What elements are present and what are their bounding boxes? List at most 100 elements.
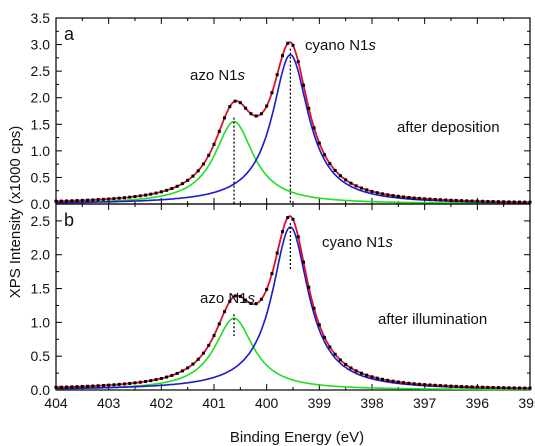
data-point (486, 199, 490, 203)
data-point (54, 199, 58, 203)
data-point (523, 386, 527, 390)
cyano-peak-label: cyano N1s (322, 234, 393, 251)
data-point (423, 197, 427, 201)
data-point (391, 379, 395, 383)
data-point (238, 294, 242, 298)
data-point (228, 299, 232, 303)
data-point (65, 385, 69, 389)
data-point (365, 373, 369, 377)
data-point (159, 376, 163, 380)
data-point (122, 196, 126, 200)
data-point (507, 386, 511, 390)
data-point (201, 162, 205, 166)
data-point (465, 199, 469, 203)
y-tick-label: 0.5 (31, 348, 51, 364)
data-point (312, 306, 316, 310)
data-point (412, 196, 416, 200)
data-point (402, 381, 406, 385)
data-point (265, 287, 269, 291)
data-point (296, 60, 300, 64)
data-point (244, 106, 248, 110)
data-point (517, 386, 521, 390)
data-point (254, 114, 258, 118)
data-point (528, 200, 532, 204)
data-point (528, 386, 532, 390)
data-point (217, 322, 221, 326)
data-point (317, 141, 321, 145)
panel-a: 0.0 0.5 1.0 1.5 2.0 2.5 3.0 3.5 a azo N1s cyano N1… (31, 10, 532, 212)
data-point (386, 378, 390, 382)
data-point (159, 190, 163, 194)
data-point (475, 199, 479, 203)
panel-b: 404 403 402 401 400 399 398 397 396 395 0.0 0.5 1.0 1… (31, 203, 535, 411)
data-point (517, 200, 521, 204)
data-point (149, 379, 153, 383)
data-point (502, 386, 506, 390)
data-point (149, 192, 153, 196)
data-point (460, 199, 464, 203)
data-point (201, 351, 205, 355)
y-tick-label: 1.5 (31, 281, 51, 297)
data-point (91, 198, 95, 202)
y-tick-label: 0.0 (31, 196, 51, 212)
data-point (444, 198, 448, 202)
data-point (70, 199, 74, 203)
data-point (428, 383, 432, 387)
data-point (128, 381, 132, 385)
data-point (481, 199, 485, 203)
data-point (396, 380, 400, 384)
data-point (186, 366, 190, 370)
data-point (265, 104, 269, 108)
data-point (275, 73, 279, 77)
data-point (191, 174, 195, 178)
data-point (244, 298, 248, 302)
data-point (54, 385, 58, 389)
data-point (207, 153, 211, 157)
data-point (286, 41, 290, 45)
data-point (496, 386, 500, 390)
data-point (328, 162, 332, 166)
y-tick-label: 1.5 (31, 116, 51, 132)
data-point (381, 192, 385, 196)
x-axis-label: Binding Energy (eV) (230, 429, 364, 446)
data-point (491, 200, 495, 204)
data-point (223, 116, 227, 120)
y-tick-label: 0.0 (31, 382, 51, 398)
data-point (407, 195, 411, 199)
y-tick-label: 3.0 (31, 37, 51, 53)
data-point (349, 181, 353, 185)
data-point (349, 366, 353, 370)
data-point (454, 198, 458, 202)
data-point (96, 384, 100, 388)
data-point (180, 369, 184, 373)
data-point (417, 196, 421, 200)
total-fit-curve (56, 215, 531, 390)
data-point (396, 194, 400, 198)
data-point (170, 373, 174, 377)
data-point (438, 198, 442, 202)
data-point (207, 343, 211, 347)
data-point (328, 345, 332, 349)
data-point (486, 385, 490, 389)
data-point (354, 369, 358, 373)
data-point (80, 198, 84, 202)
data-point (491, 385, 495, 389)
data-point (338, 174, 342, 178)
data-point (154, 191, 158, 195)
data-point (507, 200, 511, 204)
x-tick-label: 398 (360, 395, 384, 411)
data-point (312, 126, 316, 130)
data-point (86, 198, 90, 202)
plot-frame (55, 203, 531, 391)
x-tick-label: 404 (44, 395, 68, 411)
data-point (249, 112, 253, 116)
data-point (386, 193, 390, 197)
data-point (481, 385, 485, 389)
data-point (112, 383, 116, 387)
data-point (460, 385, 464, 389)
y-tick-label: 1.0 (31, 143, 51, 159)
data-point (91, 384, 95, 388)
data-point (112, 197, 116, 201)
x-tick-label: 396 (466, 395, 490, 411)
x-tick-label: 403 (97, 395, 121, 411)
